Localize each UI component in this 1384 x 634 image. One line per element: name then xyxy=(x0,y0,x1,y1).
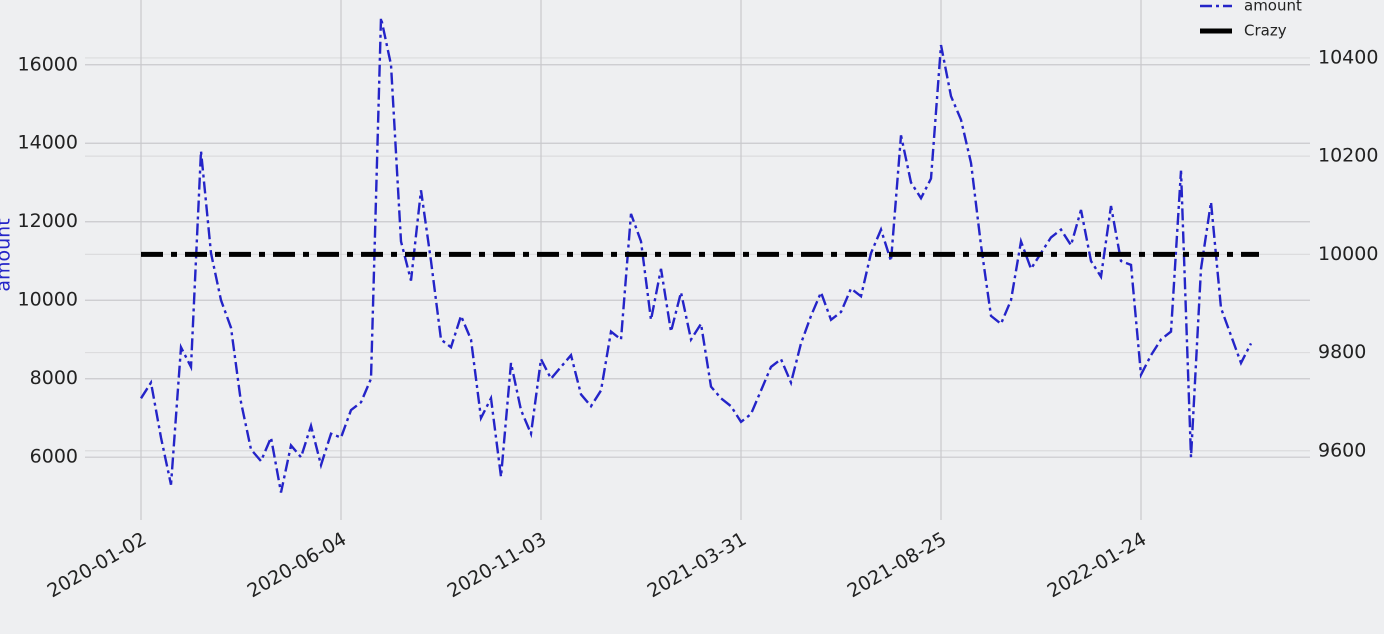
legend-label: amount xyxy=(1244,0,1302,15)
y-tick-label: 12000 xyxy=(18,210,78,232)
y-tick-label: 10000 xyxy=(18,289,78,311)
series-line xyxy=(139,17,1253,493)
y-tick-label: 14000 xyxy=(18,132,78,154)
y-tick-label: 16000 xyxy=(18,53,78,75)
y-tick-label: 6000 xyxy=(30,446,78,468)
y-tick-label: 8000 xyxy=(30,367,78,389)
y-axis-label: amount xyxy=(0,218,15,291)
y2-tick-label: 10000 xyxy=(1318,243,1378,265)
y2-tick-label: 10400 xyxy=(1318,46,1378,68)
y2-tick-label: 10200 xyxy=(1318,145,1378,167)
legend-label: Crazy xyxy=(1244,22,1287,40)
y2-tick-label: 9600 xyxy=(1318,439,1366,461)
y2-tick-label: 9800 xyxy=(1318,341,1366,363)
